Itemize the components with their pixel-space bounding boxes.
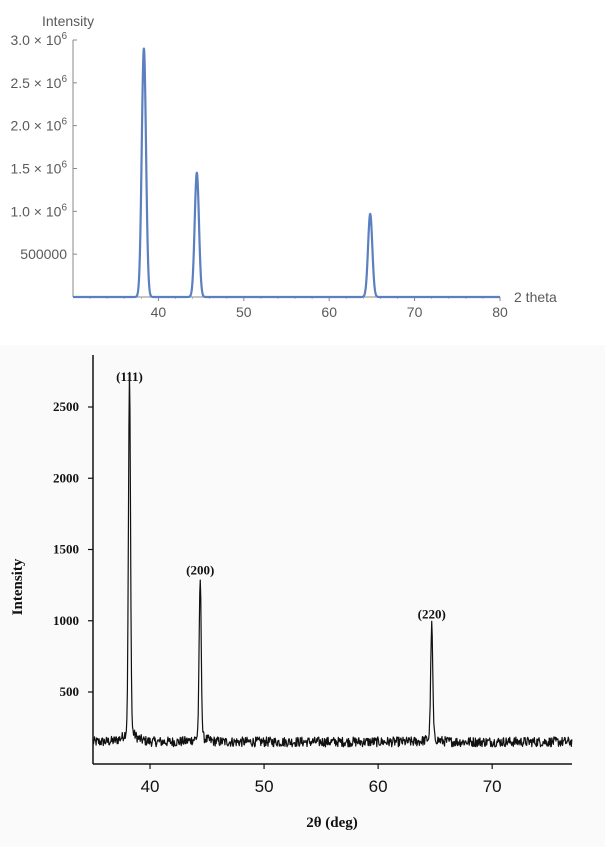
chart1-x-axis-label: 2 theta: [514, 289, 557, 305]
chart1-y-axis-label: Intensity: [42, 13, 94, 29]
chart2-x-tick-label: 70: [483, 777, 502, 796]
chart1-y-tick-label: 2.0 × 106: [10, 117, 67, 134]
chart2-y-tick-label: 2000: [53, 470, 79, 485]
chart2-series-line: [92, 371, 573, 748]
chart2-peak-label: (200): [186, 563, 214, 578]
chart1-y-tick-label: 1.5 × 106: [10, 160, 67, 177]
chart1-y-tick-label: 3.0 × 106: [10, 31, 67, 48]
chart1-series-line: [72, 47, 501, 299]
chart1-y-tick-label: 1.0 × 106: [10, 202, 67, 219]
chart2-x-axis-label: 2θ (deg): [306, 815, 358, 831]
chart2-peak-label: (220): [418, 607, 446, 622]
chart2-y-tick-label: 1000: [53, 613, 79, 628]
chart1-x-tick-label: 70: [407, 304, 423, 320]
chart2-x-tick-label: 60: [369, 777, 388, 796]
chart1-x-tick-label: 40: [151, 304, 167, 320]
chart2-y-tick-label: 1500: [53, 542, 79, 557]
chart1-x-tick-label: 50: [236, 304, 252, 320]
chart2-y-tick-label: 2500: [53, 399, 79, 414]
chart1-x-tick-label: 60: [321, 304, 337, 320]
chart2-x-tick-label: 40: [141, 777, 160, 796]
chart1-y-tick-label: 2.5 × 106: [10, 74, 67, 91]
chart2-y-tick-label: 500: [60, 684, 80, 699]
chart2-peak-label: (111): [116, 369, 143, 384]
chart2-y-axis-label: Intensity: [10, 558, 26, 615]
chart2-background: [0, 345, 605, 847]
chart1-x-tick-label: 80: [492, 304, 508, 320]
chart1-y-tick-label: 500000: [20, 246, 67, 262]
measured-xrd-chart: Intensity 2θ (deg) 500 1000 1500 2000 2500 4…: [0, 345, 605, 847]
chart2-x-tick-label: 50: [255, 777, 274, 796]
simulated-xrd-chart: Intensity 2 theta 500000 1.0 × 106 1.5 × 1…: [10, 13, 557, 320]
